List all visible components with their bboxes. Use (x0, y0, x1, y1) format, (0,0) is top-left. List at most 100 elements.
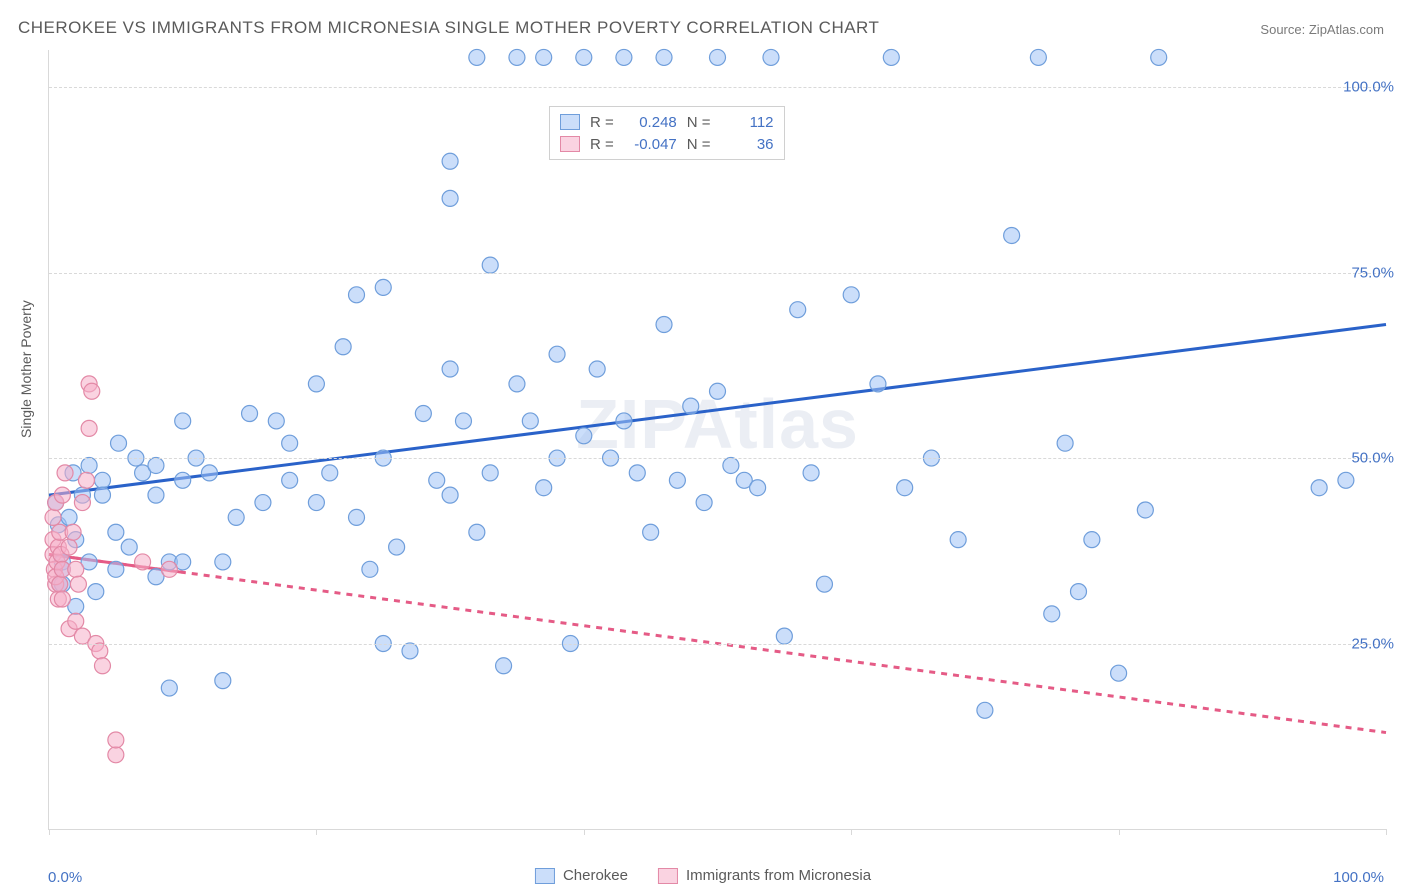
data-point (589, 361, 605, 377)
data-point (1030, 49, 1046, 65)
data-point (349, 509, 365, 525)
data-point (1111, 665, 1127, 681)
data-point (268, 413, 284, 429)
n-label: N = (687, 114, 711, 131)
data-point (78, 472, 94, 488)
data-point (108, 524, 124, 540)
y-axis-label: Single Mother Poverty (18, 300, 34, 438)
data-point (215, 673, 231, 689)
legend-swatch (535, 868, 555, 884)
data-point (415, 406, 431, 422)
data-point (897, 480, 913, 496)
x-tick (851, 829, 852, 835)
data-point (74, 495, 90, 511)
data-point (84, 383, 100, 399)
legend-row: R =-0.047N =36 (560, 133, 774, 155)
x-min-label: 0.0% (48, 869, 82, 886)
r-value: -0.047 (622, 136, 677, 153)
data-point (148, 457, 164, 473)
data-point (108, 732, 124, 748)
data-point (201, 465, 217, 481)
data-point (442, 487, 458, 503)
data-point (482, 257, 498, 273)
data-point (763, 49, 779, 65)
legend-swatch (560, 136, 580, 152)
data-point (282, 435, 298, 451)
data-point (883, 49, 899, 65)
data-point (629, 465, 645, 481)
data-point (81, 457, 97, 473)
data-point (482, 465, 498, 481)
data-point (643, 524, 659, 540)
data-point (1004, 227, 1020, 243)
n-value: 36 (719, 136, 774, 153)
n-value: 112 (719, 114, 774, 131)
data-point (68, 613, 84, 629)
data-point (161, 680, 177, 696)
data-point (656, 317, 672, 333)
data-point (816, 576, 832, 592)
data-point (362, 561, 378, 577)
data-point (255, 495, 271, 511)
data-point (576, 428, 592, 444)
y-tick-label: 75.0% (1351, 264, 1394, 281)
data-point (111, 435, 127, 451)
data-point (94, 487, 110, 503)
data-point (94, 472, 110, 488)
data-point (455, 413, 471, 429)
gridline (49, 458, 1386, 459)
data-point (228, 509, 244, 525)
x-tick (316, 829, 317, 835)
data-point (389, 539, 405, 555)
legend-swatch (560, 114, 580, 130)
x-tick (49, 829, 50, 835)
source-attribution: Source: ZipAtlas.com (1260, 22, 1384, 37)
data-point (1044, 606, 1060, 622)
legend-swatch (658, 868, 678, 884)
data-point (803, 465, 819, 481)
data-point (509, 49, 525, 65)
legend-label: Immigrants from Micronesia (686, 867, 871, 884)
data-point (68, 561, 84, 577)
r-value: 0.248 (622, 114, 677, 131)
data-point (1057, 435, 1073, 451)
data-point (576, 49, 592, 65)
data-point (469, 524, 485, 540)
data-point (669, 472, 685, 488)
x-max-label: 100.0% (1333, 869, 1384, 886)
data-point (92, 643, 108, 659)
x-tick (1119, 829, 1120, 835)
data-point (54, 591, 70, 607)
y-tick-label: 50.0% (1351, 450, 1394, 467)
data-point (683, 398, 699, 414)
data-point (442, 153, 458, 169)
series-legend: Cherokee Immigrants from Micronesia (535, 867, 871, 884)
data-point (536, 49, 552, 65)
gridline (49, 87, 1386, 88)
data-point (52, 576, 68, 592)
data-point (870, 376, 886, 392)
data-point (1311, 480, 1327, 496)
data-point (335, 339, 351, 355)
y-tick-label: 25.0% (1351, 635, 1394, 652)
correlation-legend: R = 0.248 N = 112R = -0.047 N = 36 (549, 106, 785, 160)
r-label: R = (590, 114, 614, 131)
data-point (81, 420, 97, 436)
data-point (1338, 472, 1354, 488)
chart-svg (49, 50, 1386, 829)
data-point (442, 190, 458, 206)
data-point (1137, 502, 1153, 518)
legend-item: Cherokee (535, 867, 628, 884)
data-point (70, 576, 86, 592)
data-point (950, 532, 966, 548)
data-point (442, 361, 458, 377)
data-point (1151, 49, 1167, 65)
data-point (282, 472, 298, 488)
data-point (54, 487, 70, 503)
data-point (375, 279, 391, 295)
legend-row: R = 0.248 N = 112 (560, 111, 774, 133)
data-point (656, 49, 672, 65)
data-point (536, 480, 552, 496)
n-label: N = (687, 136, 711, 153)
data-point (710, 49, 726, 65)
